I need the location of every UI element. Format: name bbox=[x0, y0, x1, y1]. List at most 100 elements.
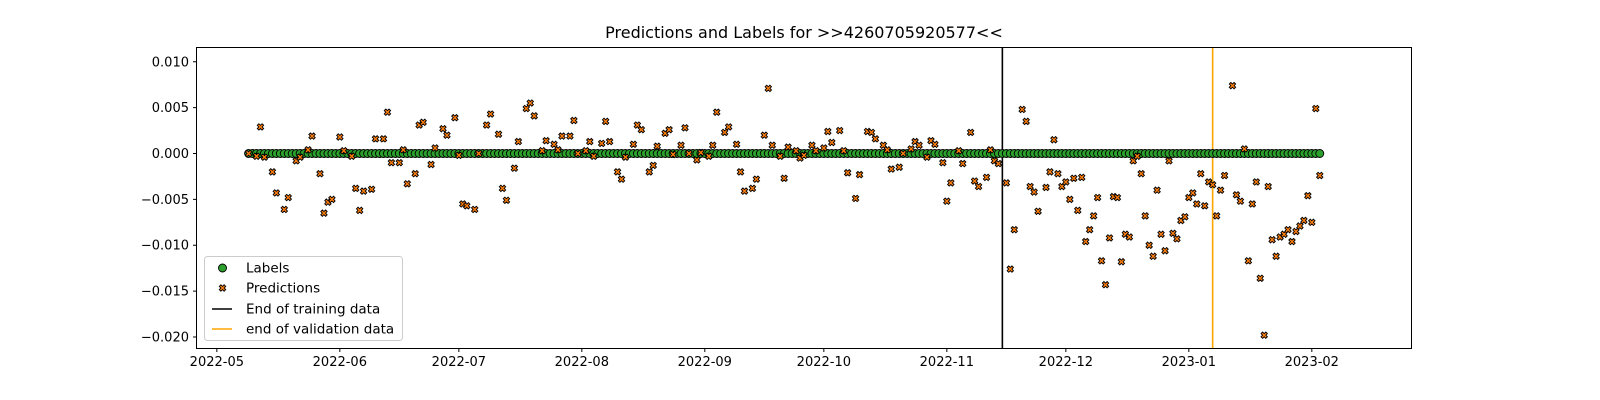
prediction-point bbox=[867, 128, 876, 137]
prediction-point bbox=[1010, 225, 1019, 234]
prediction-point bbox=[1232, 190, 1241, 199]
prediction-point bbox=[1288, 237, 1296, 246]
prediction-point bbox=[1081, 237, 1090, 246]
prediction-point bbox=[1212, 212, 1221, 220]
prediction-point bbox=[800, 151, 808, 160]
prediction-point bbox=[601, 117, 610, 126]
legend-x-glyph bbox=[218, 284, 227, 292]
prediction-point bbox=[966, 128, 975, 137]
prediction-point bbox=[1236, 197, 1245, 206]
prediction-point bbox=[1073, 206, 1082, 215]
prediction-point bbox=[851, 194, 860, 203]
prediction-point bbox=[494, 130, 503, 139]
prediction-point bbox=[720, 128, 729, 137]
prediction-point bbox=[764, 84, 773, 93]
prediction-point bbox=[823, 127, 832, 136]
y-tick-label: −0.020 bbox=[141, 330, 189, 345]
prediction-point bbox=[566, 132, 574, 140]
prediction-point bbox=[871, 134, 880, 143]
prediction-point bbox=[1196, 169, 1205, 178]
prediction-point bbox=[1006, 265, 1015, 273]
x-tick-label: 2023-01 bbox=[1162, 355, 1216, 370]
prediction-point bbox=[740, 187, 749, 195]
prediction-point bbox=[474, 149, 483, 158]
prediction-point bbox=[387, 158, 396, 167]
prediction-point bbox=[1169, 229, 1177, 238]
prediction-point bbox=[585, 137, 594, 146]
legend-predictions-text: Predictions bbox=[246, 281, 320, 297]
prediction-point bbox=[280, 205, 289, 214]
prediction-point bbox=[558, 132, 566, 140]
legend-training-text: End of training data bbox=[246, 302, 380, 318]
prediction-point bbox=[320, 209, 328, 217]
prediction-point bbox=[693, 156, 701, 164]
prediction-point bbox=[427, 160, 435, 169]
prediction-point bbox=[498, 184, 507, 193]
x-tick-label: 2023-02 bbox=[1285, 355, 1339, 370]
prediction-point bbox=[808, 141, 816, 150]
axis-ticks: 2022-05 2022-06 2022-07 2022-08 2022-09 2022-… bbox=[141, 55, 1339, 370]
prediction-point bbox=[1192, 200, 1201, 208]
x-tick-label: 2022-07 bbox=[432, 355, 486, 370]
prediction-point bbox=[268, 168, 277, 176]
prediction-point bbox=[605, 137, 614, 146]
prediction-point bbox=[1311, 104, 1320, 113]
prediction-point bbox=[677, 141, 685, 150]
chart-title: Predictions and Labels for >>42607059205… bbox=[605, 23, 1003, 42]
prediction-point bbox=[284, 193, 293, 202]
prediction-point bbox=[1113, 193, 1122, 202]
prediction-point bbox=[637, 125, 646, 134]
prediction-point bbox=[443, 131, 451, 139]
x-tick-label: 2022-11 bbox=[920, 355, 974, 370]
prediction-point bbox=[736, 168, 745, 176]
prediction-point bbox=[665, 125, 673, 134]
x-tick-label: 2022-12 bbox=[1039, 355, 1093, 370]
prediction-point bbox=[899, 149, 908, 158]
prediction-point bbox=[843, 168, 852, 177]
prediction-point bbox=[613, 168, 622, 176]
prediction-point bbox=[383, 108, 392, 117]
prediction-point bbox=[574, 149, 582, 158]
y-tick-label: 0.000 bbox=[152, 147, 189, 162]
prediction-point bbox=[1077, 173, 1086, 182]
prediction-point bbox=[697, 148, 705, 157]
prediction-point bbox=[339, 146, 348, 155]
prediction-point bbox=[510, 164, 519, 173]
prediction-point bbox=[244, 149, 253, 158]
prediction-point bbox=[704, 152, 713, 161]
prediction-point bbox=[1065, 195, 1074, 204]
prediction-point bbox=[839, 146, 848, 155]
prediction-point bbox=[1133, 152, 1142, 161]
prediction-point bbox=[669, 150, 677, 159]
prediction-point bbox=[784, 143, 792, 151]
prediction-point bbox=[752, 175, 761, 184]
prediction-point bbox=[1153, 186, 1161, 195]
prediction-point bbox=[974, 182, 983, 191]
prediction-point bbox=[1161, 246, 1169, 255]
prediction-point bbox=[1002, 179, 1011, 187]
prediction-point bbox=[617, 175, 626, 184]
prediction-point bbox=[514, 137, 523, 146]
prediction-point bbox=[645, 168, 654, 176]
prediction-point bbox=[1089, 212, 1098, 220]
prediction-point bbox=[419, 118, 427, 127]
prediction-point bbox=[367, 185, 376, 194]
prediction-point bbox=[304, 145, 312, 154]
prediction-point bbox=[1268, 235, 1276, 244]
prediction-point bbox=[486, 110, 495, 118]
prediction-point bbox=[272, 189, 281, 197]
prediction-point bbox=[958, 159, 967, 168]
prediction-point bbox=[1304, 191, 1312, 200]
prediction-point bbox=[1157, 230, 1165, 239]
axes-frame bbox=[196, 47, 1412, 349]
prediction-point bbox=[351, 184, 360, 193]
prediction-point bbox=[1244, 257, 1253, 265]
prediction-point bbox=[462, 201, 471, 210]
prediction-point bbox=[986, 145, 995, 154]
prediction-point bbox=[570, 116, 578, 125]
prediction-point bbox=[347, 152, 356, 161]
prediction-point bbox=[1173, 234, 1181, 243]
prediction-point bbox=[1022, 117, 1031, 126]
legend: Labels Predictions End of training data … bbox=[204, 256, 403, 341]
